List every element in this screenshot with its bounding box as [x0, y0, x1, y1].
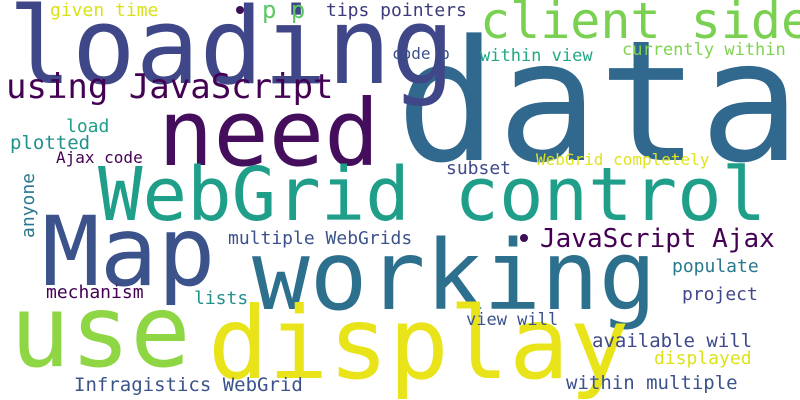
dot-middle — [520, 234, 528, 242]
word-code-p: code p — [392, 46, 450, 62]
word-anyone: anyone — [20, 173, 38, 238]
dot-top — [236, 6, 244, 14]
word-within-view: within view — [480, 48, 593, 65]
word-displayed: displayed — [654, 350, 752, 368]
word-using-javascript: using JavaScript — [6, 70, 334, 104]
word-project: project — [682, 286, 758, 304]
word-ajax-code: Ajax code — [56, 150, 143, 166]
word-p-p: p p — [262, 0, 305, 22]
word-multiple-webgrids: multiple WebGrids — [228, 230, 412, 248]
word-subset: subset — [446, 160, 511, 178]
word-javascript-ajax: JavaScript Ajax — [540, 226, 775, 252]
word-given-time: given time — [50, 2, 158, 20]
word-populate: populate — [672, 258, 759, 276]
word-infragistics-webgrid: Infragistics WebGrid — [74, 376, 303, 395]
word-tips-pointers: tips pointers — [326, 2, 467, 20]
word-currently-within: currently within — [622, 42, 786, 59]
word-lists: lists — [194, 290, 248, 308]
word-within-multiple: within multiple — [566, 374, 738, 393]
word-webgrid-completely: WebGrid completely — [536, 152, 709, 168]
word-mechanism: mechanism — [46, 284, 144, 302]
word-view-will: view will — [466, 312, 558, 329]
